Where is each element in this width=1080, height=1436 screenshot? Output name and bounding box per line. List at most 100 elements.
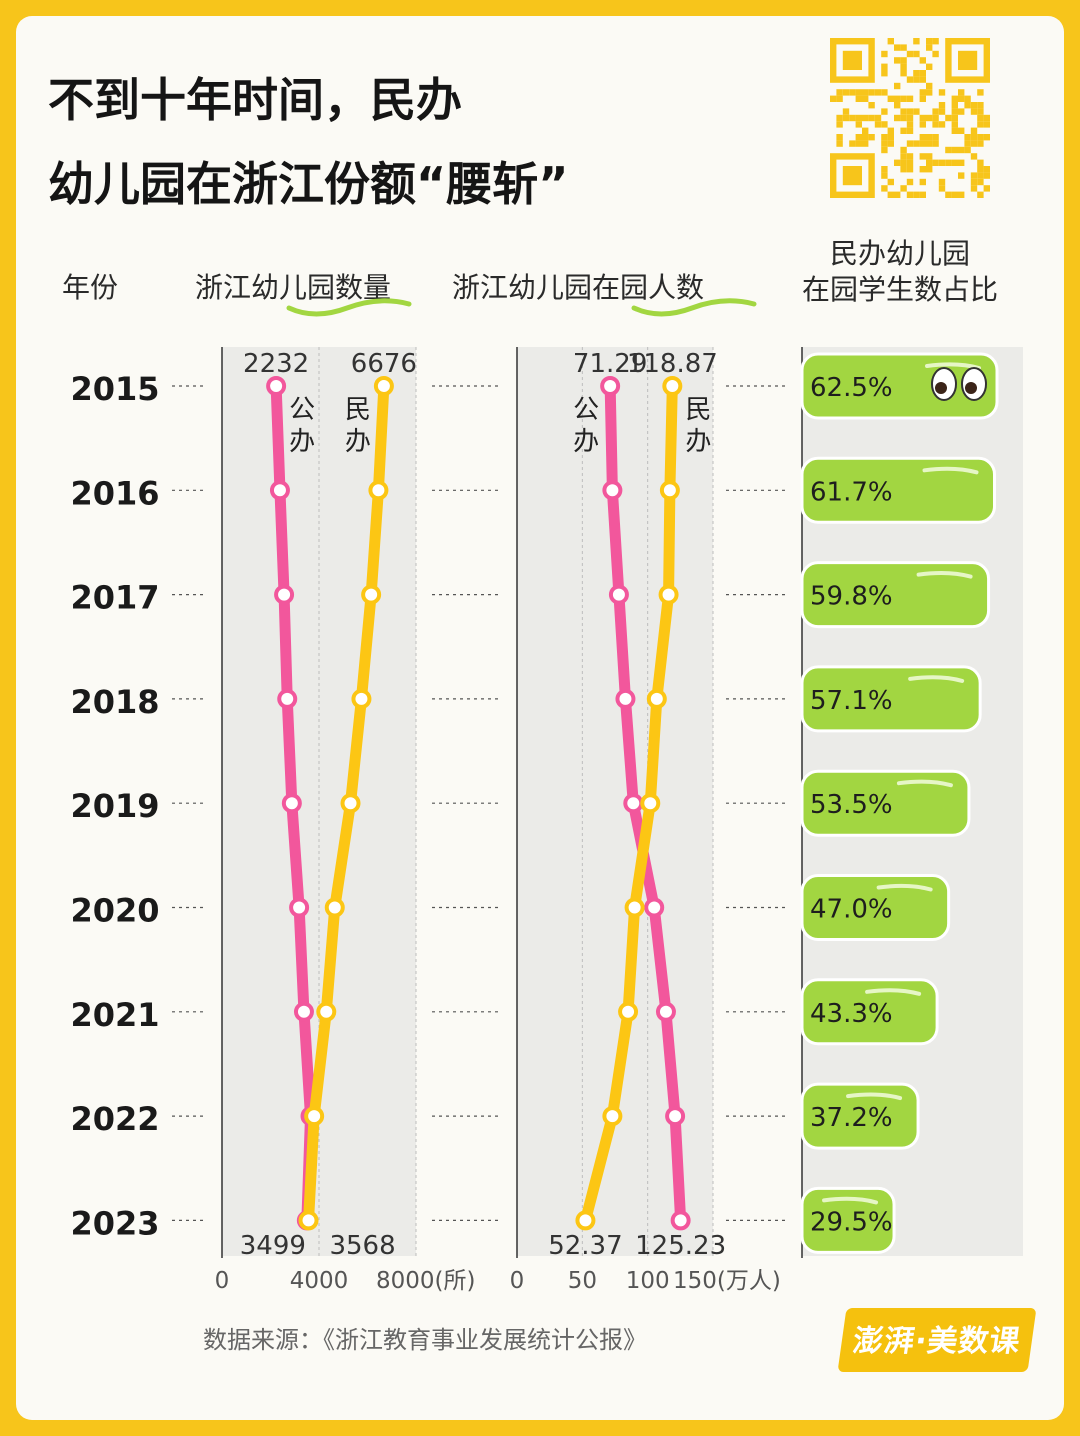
qr-module xyxy=(951,191,958,198)
qr-module xyxy=(862,95,869,102)
qr-module xyxy=(900,185,907,192)
qr-module xyxy=(887,191,894,198)
qr-module xyxy=(970,134,978,141)
share-bar-highlight-2016 xyxy=(922,466,979,475)
qr-module xyxy=(977,172,984,179)
qr-module xyxy=(932,140,939,147)
qr-module xyxy=(849,140,856,147)
qr-module xyxy=(977,89,984,96)
qr-module xyxy=(919,153,926,160)
share-value-2020: 47.0% xyxy=(810,895,893,925)
qr-module xyxy=(900,146,907,154)
header-underline-squiggle-1 xyxy=(286,298,412,317)
qr-module xyxy=(938,121,946,128)
count-point-private-2017 xyxy=(361,584,382,605)
qr-module xyxy=(836,114,843,122)
count-series-label-public-1: 办 xyxy=(289,427,315,457)
qr-module xyxy=(970,172,978,179)
qr-module xyxy=(842,108,850,115)
students-point-public-2015 xyxy=(600,376,621,396)
students-point-private-2022 xyxy=(602,1106,623,1127)
qr-module xyxy=(977,114,984,122)
qr-module xyxy=(887,95,894,102)
students-point-public-2016 xyxy=(602,480,623,501)
students-point-private-2017 xyxy=(658,584,679,605)
qr-module xyxy=(868,89,875,96)
share-bar-2019 xyxy=(800,769,971,837)
qr-module xyxy=(983,172,990,179)
count-x-tick-0: 0 xyxy=(215,1268,230,1294)
qr-module xyxy=(964,140,971,147)
qr-module xyxy=(836,89,843,96)
qr-module xyxy=(977,166,984,173)
qr-module xyxy=(919,76,926,83)
students-point-public-2019 xyxy=(623,793,644,814)
qr-module xyxy=(926,44,933,51)
share-bar-highlight-2021 xyxy=(865,988,922,996)
year-label-2016: 2016 xyxy=(70,474,159,512)
students-point-private-2015 xyxy=(662,376,683,396)
qr-module xyxy=(938,185,946,192)
qr-module xyxy=(881,146,888,154)
qr-finder-outer-0 xyxy=(830,38,875,83)
students-point-public-2017 xyxy=(608,584,629,605)
students-point-public-2022 xyxy=(665,1106,686,1127)
eye-pupil-icon-0 xyxy=(935,382,947,394)
qr-module xyxy=(951,146,958,154)
header-kindergarten-count: 浙江幼儿园数量 xyxy=(195,271,392,304)
qr-module xyxy=(862,134,869,141)
share-bar-2016 xyxy=(800,456,997,524)
qr-module xyxy=(977,134,984,141)
qr-module xyxy=(913,50,920,58)
qr-module xyxy=(919,191,926,198)
qr-module xyxy=(958,95,965,102)
qr-module xyxy=(919,166,926,173)
header-year: 年份 xyxy=(62,271,119,304)
count-point-private-2015 xyxy=(373,376,394,396)
count-x-tick-1: 4000 xyxy=(290,1268,349,1294)
students-point-private-2019 xyxy=(640,793,661,814)
qr-module xyxy=(970,140,978,147)
count-point-public-2019 xyxy=(281,793,302,814)
title-line-2: 幼儿园在浙江份额“腰斩” xyxy=(48,157,569,211)
qr-module xyxy=(894,159,901,166)
qr-module xyxy=(913,140,920,147)
qr-module xyxy=(977,121,984,128)
count-point-private-2020 xyxy=(324,897,345,918)
students-label-public-top: 71.29 xyxy=(573,349,647,379)
qr-module xyxy=(900,70,907,77)
qr-module xyxy=(983,185,990,192)
count-label-private-bottom: 3568 xyxy=(329,1231,395,1261)
qr-finder-outer-1 xyxy=(945,38,990,83)
qr-module xyxy=(900,95,907,102)
qr-module xyxy=(951,95,958,102)
count-label-public-top: 2232 xyxy=(243,349,309,379)
students-series-label-private-0: 民 xyxy=(685,395,711,425)
qr-module xyxy=(906,108,914,115)
share-value-2023: 29.5% xyxy=(810,1207,893,1237)
qr-module xyxy=(964,134,971,141)
qr-module xyxy=(919,114,926,122)
qr-module xyxy=(894,44,901,51)
qr-finder-outer-2 xyxy=(830,153,875,198)
qr-module xyxy=(983,114,990,122)
qr-module xyxy=(932,50,939,58)
count-point-public-2017 xyxy=(274,584,295,605)
qr-module xyxy=(951,108,958,115)
qr-module xyxy=(868,114,875,122)
qr-module xyxy=(874,121,882,128)
qr-module xyxy=(855,89,862,96)
qr-module xyxy=(983,121,990,128)
qr-code-icon[interactable] xyxy=(830,38,990,198)
qr-module xyxy=(964,146,971,154)
qr-module xyxy=(958,146,965,154)
qr-module xyxy=(919,134,926,141)
qr-module xyxy=(881,166,888,173)
share-bar-highlight-2017 xyxy=(916,571,973,579)
qr-module xyxy=(906,121,914,128)
qr-module xyxy=(919,178,926,186)
qr-module xyxy=(926,140,933,147)
qr-module xyxy=(855,95,862,102)
year-label-2018: 2018 xyxy=(70,683,159,721)
